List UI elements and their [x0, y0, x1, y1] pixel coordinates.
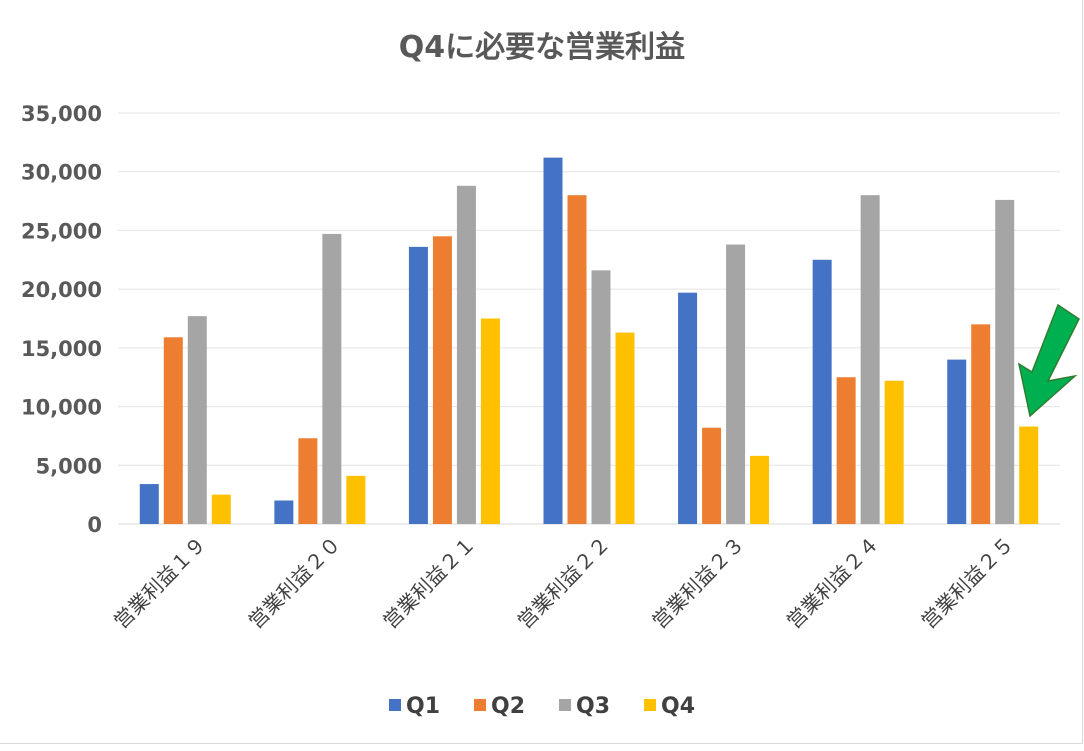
legend-swatch-q2	[474, 699, 486, 711]
bar-q3-4	[726, 244, 746, 524]
y-tick-label: 25,000	[21, 219, 102, 243]
y-tick-label: 0	[87, 513, 102, 537]
bar-q1-3	[543, 157, 563, 524]
y-tick-label: 10,000	[21, 396, 102, 420]
bar-q4-3	[615, 332, 635, 524]
bar-q3-1	[322, 233, 342, 525]
bar-q2-3	[567, 195, 587, 524]
y-tick-label: 30,000	[21, 161, 102, 185]
legend-label-q3: Q3	[576, 694, 610, 719]
bar-q3-6	[995, 199, 1015, 524]
bar-q4-0	[211, 494, 231, 524]
bar-q2-0	[163, 337, 183, 524]
bar-q4-1	[346, 475, 366, 524]
bar-q4-6	[1019, 426, 1039, 524]
bar-q2-2	[432, 236, 452, 525]
y-tick-label: 35,000	[21, 102, 102, 126]
x-tick-label: 営業利益２３	[647, 532, 749, 634]
annotation	[1017, 303, 1080, 418]
y-tick-label: 15,000	[21, 337, 102, 361]
bar-q1-5	[812, 259, 832, 524]
bar-q1-4	[678, 292, 698, 524]
bars	[139, 157, 1039, 525]
bar-q3-0	[187, 316, 207, 524]
bar-q2-1	[298, 438, 318, 524]
y-tick-label: 20,000	[21, 278, 102, 302]
bar-q1-6	[947, 359, 967, 524]
x-axis-ticks: 営業利益１９ 営業利益２０ 営業利益２１ 営業利益２２ 営業利益２３ 営業利益２４ 営業利益…	[109, 532, 1018, 634]
bar-q1-2	[408, 246, 428, 524]
bar-q3-2	[456, 185, 476, 524]
bar-q3-5	[860, 195, 880, 524]
bar-q4-4	[750, 455, 770, 524]
legend-label-q2: Q2	[491, 694, 525, 719]
bar-q2-5	[836, 377, 856, 524]
x-tick-label: 営業利益２５	[916, 532, 1018, 634]
legend-label-q4: Q4	[661, 694, 695, 719]
bar-q1-0	[139, 484, 159, 524]
legend-swatch-q3	[559, 699, 571, 711]
x-tick-label: 営業利益２２	[513, 532, 615, 634]
gridlines	[118, 112, 1060, 525]
x-tick-label: 営業利益２１	[378, 532, 480, 634]
legend: Q1 Q2 Q3 Q4	[389, 694, 695, 719]
x-tick-label: 営業利益１９	[109, 532, 211, 634]
x-tick-label: 営業利益２４	[782, 532, 884, 634]
bar-q1-1	[274, 500, 294, 524]
legend-label-q1: Q1	[406, 694, 440, 719]
chart-title: Q4に必要な営業利益	[398, 30, 686, 65]
y-tick-label: 5,000	[36, 454, 102, 478]
bar-q2-6	[971, 324, 991, 524]
legend-swatch-q4	[644, 699, 656, 711]
bar-q3-3	[591, 270, 611, 524]
bar-q4-2	[480, 318, 500, 524]
bar-q4-5	[884, 380, 904, 524]
legend-swatch-q1	[389, 699, 401, 711]
y-axis-ticks: 0 5,000 10,000 15,000 20,000 25,000 30,000 35,0…	[21, 102, 102, 537]
bar-q2-4	[702, 427, 722, 524]
green-arrow-icon	[1017, 303, 1080, 418]
x-tick-label: 営業利益２０	[244, 532, 346, 634]
